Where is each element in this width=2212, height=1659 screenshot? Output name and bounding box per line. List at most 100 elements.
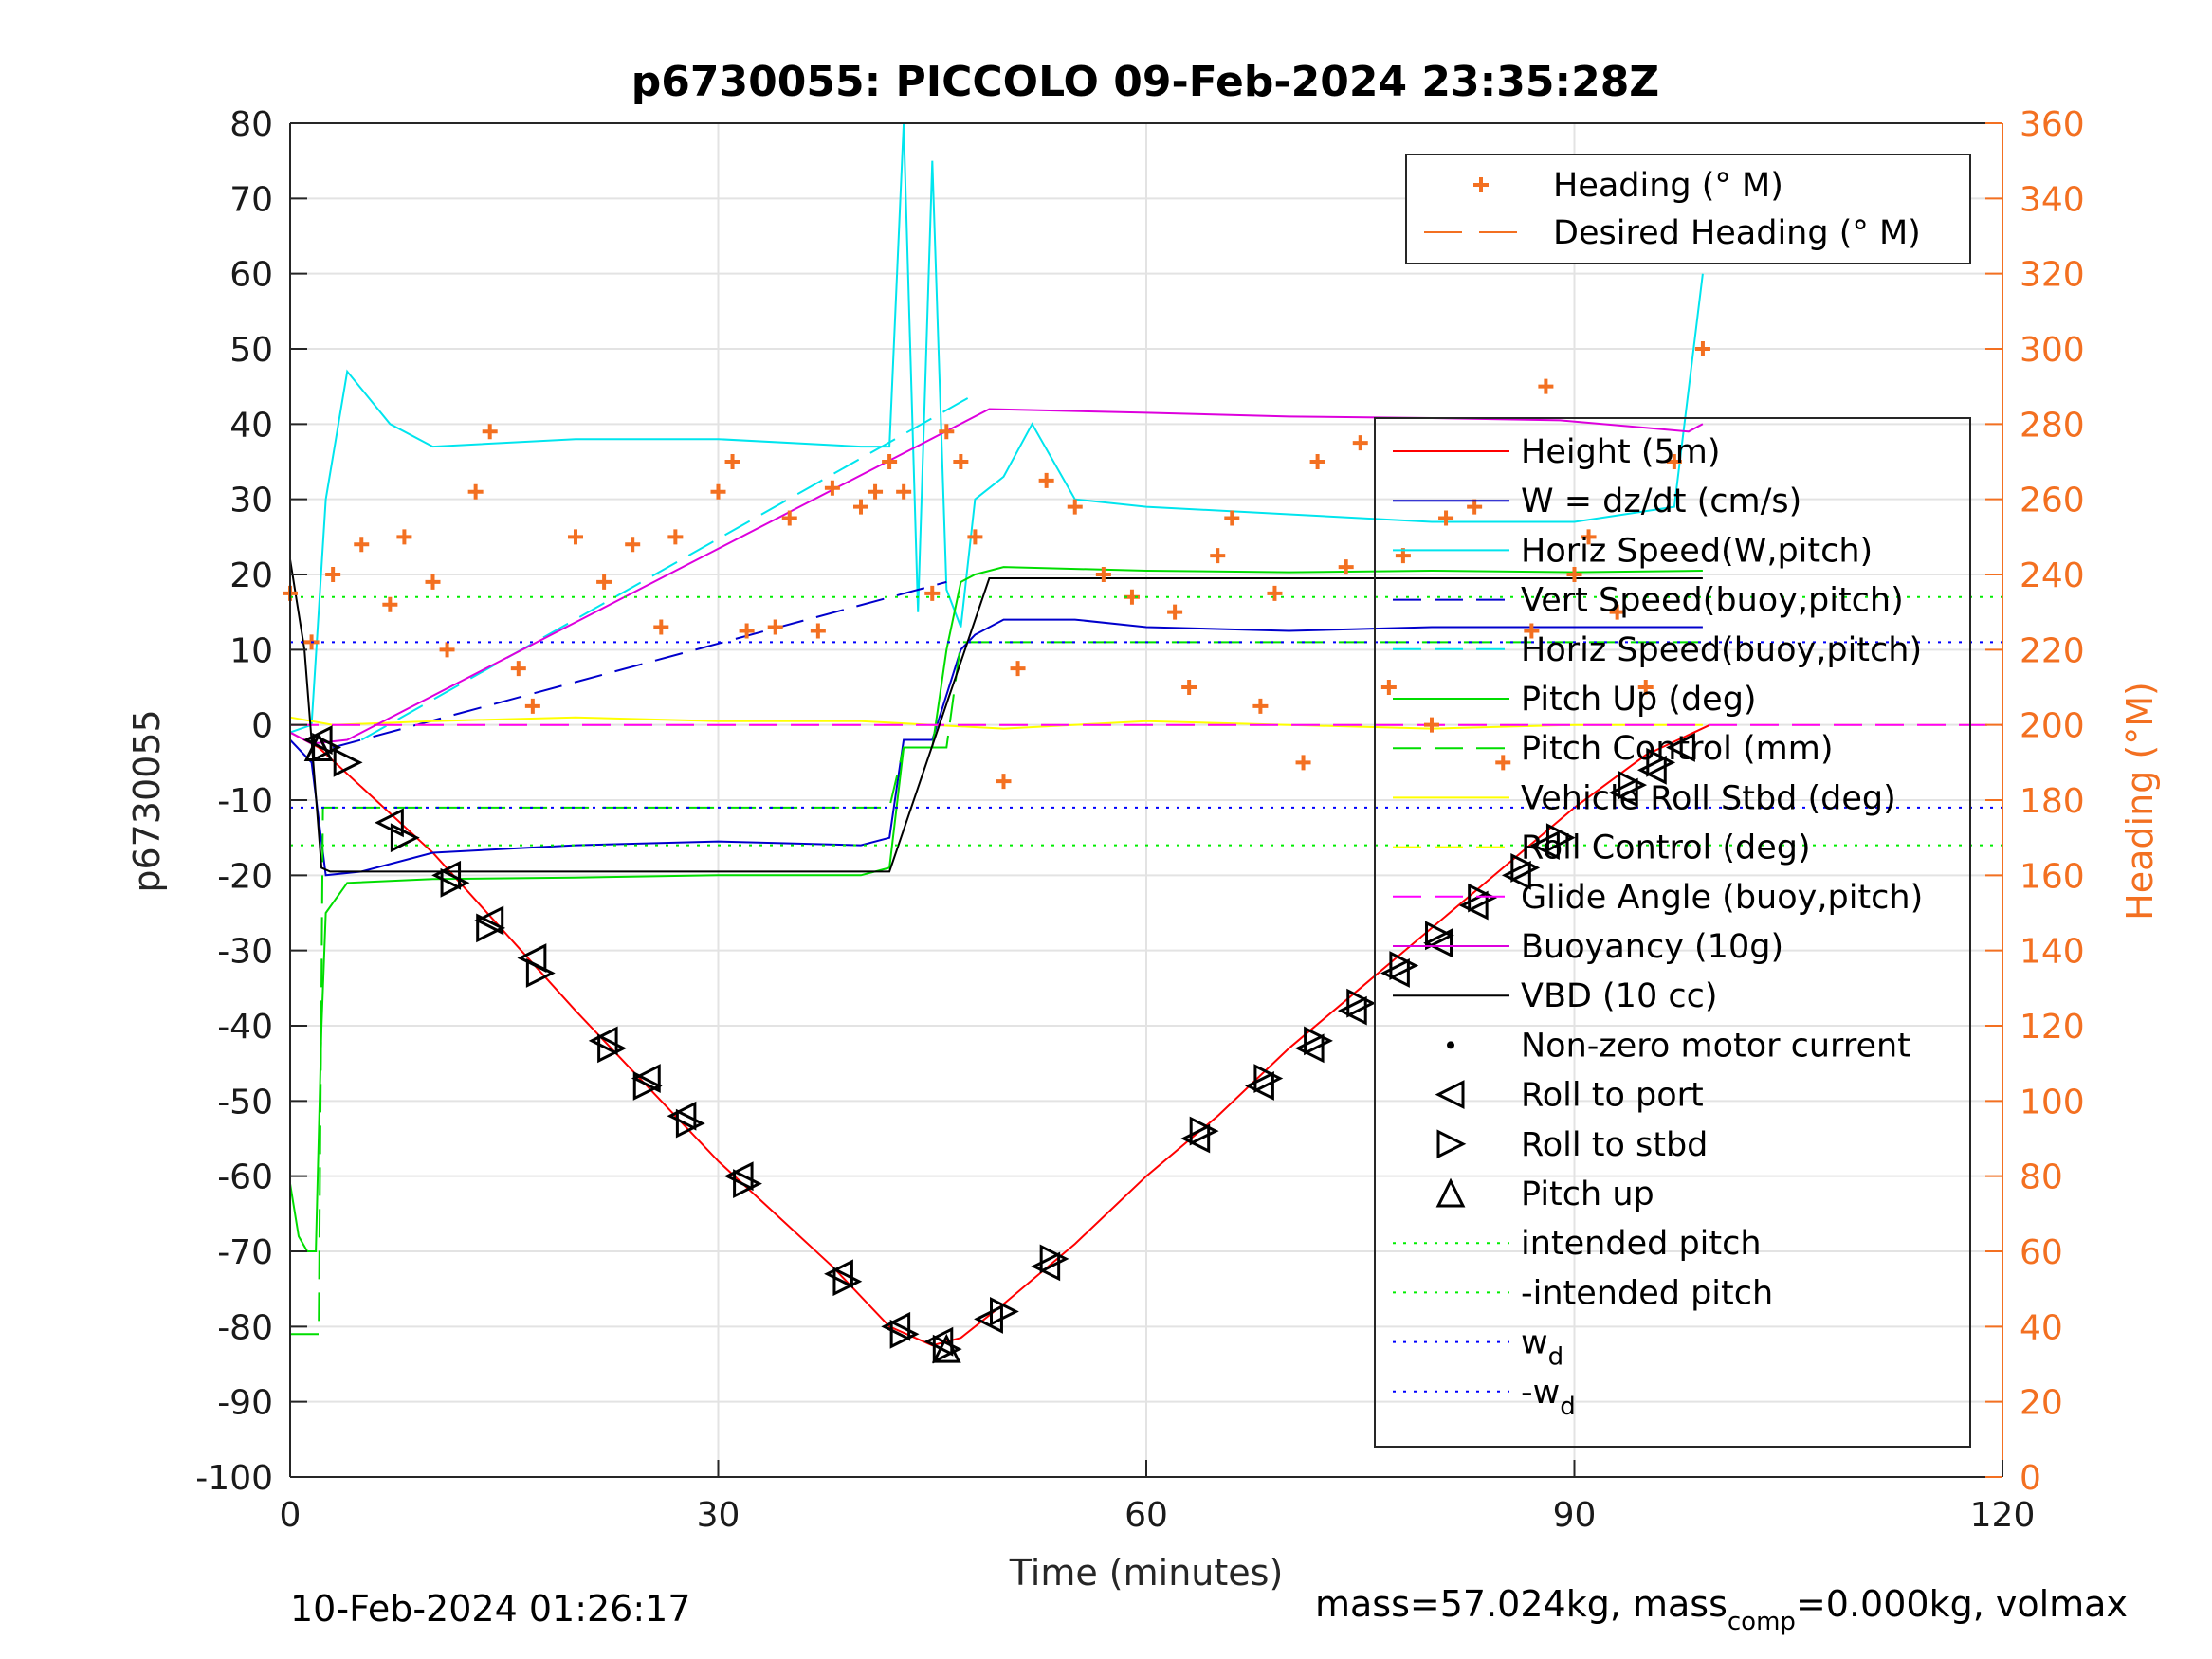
y2-tick-label: 200 xyxy=(2020,707,2085,746)
legend-entry-label: Roll to port xyxy=(1521,1077,1704,1115)
roll-port-marker xyxy=(1423,928,1453,958)
legend-main: Height (5m) W = dz/dt (cm/s) Horiz Speed(W… xyxy=(1374,417,1971,1448)
pitch-up-marker xyxy=(303,732,334,761)
legend-entry-label: Roll to stbd xyxy=(1521,1126,1708,1164)
heading-point xyxy=(853,499,868,515)
roll-port-marker xyxy=(631,1064,661,1093)
x-tick-label: 60 xyxy=(1124,1496,1168,1535)
legend-marker-swatch xyxy=(1436,1129,1467,1159)
heading-point xyxy=(882,454,898,469)
y2-tick-label: 240 xyxy=(2020,556,2085,595)
heading-point xyxy=(1067,499,1083,515)
legend-entry-label: Vehicle Roll Stbd (deg) xyxy=(1521,779,1896,817)
series-line-3 xyxy=(289,122,1704,734)
y2-tick-label: 220 xyxy=(2020,631,2085,670)
y-tick-label: -100 xyxy=(195,1459,273,1498)
legend-entry-label: VBD (10 cc) xyxy=(1521,977,1718,1015)
heading-point xyxy=(1095,567,1111,582)
roll-port-marker xyxy=(1031,1251,1061,1282)
heading-point xyxy=(1438,510,1454,526)
roll-port-marker xyxy=(1380,958,1410,988)
y-tick-label: -50 xyxy=(217,1083,273,1121)
roll-port-marker xyxy=(374,808,404,838)
heading-point xyxy=(996,774,1012,790)
roll-stbd-marker xyxy=(1646,747,1676,777)
y2-tick-label: 120 xyxy=(2020,1008,2085,1047)
roll-stbd-marker xyxy=(733,1169,762,1199)
footer-mass-subscript: comp xyxy=(1727,1608,1796,1636)
roll-port-marker xyxy=(824,1259,853,1289)
heading-point xyxy=(667,529,684,545)
y-tick-label: 30 xyxy=(229,482,273,520)
roll-port-marker xyxy=(667,1101,697,1131)
x-tick-label: 90 xyxy=(1553,1496,1597,1535)
heading-point xyxy=(924,585,941,601)
heading-point xyxy=(1038,472,1054,488)
roll-stbd-marker xyxy=(476,913,506,943)
heading-point xyxy=(1524,623,1540,639)
y2-tick-label: 160 xyxy=(2020,857,2085,896)
heading-point xyxy=(1637,680,1654,695)
series-line-5 xyxy=(360,392,976,741)
roll-stbd-marker xyxy=(1545,823,1576,853)
heading-point xyxy=(1495,755,1511,771)
y-tick-label: -40 xyxy=(217,1008,273,1047)
roll-port-marker xyxy=(1337,995,1367,1026)
y-tick-label: -30 xyxy=(217,933,273,972)
roll-stbd-marker xyxy=(390,823,420,853)
roll-stbd-marker xyxy=(675,1108,705,1139)
heading-point xyxy=(482,424,498,440)
y-tick-label: 10 xyxy=(229,631,273,670)
x-tick-label: 0 xyxy=(280,1496,302,1535)
heading-point xyxy=(625,537,641,553)
footer-timestamp: 10-Feb-2024 01:26:17 xyxy=(290,1588,691,1630)
heading-point xyxy=(325,567,341,582)
heading-point xyxy=(724,454,740,469)
heading-point xyxy=(1352,435,1368,451)
y2-tick-label: 340 xyxy=(2020,180,2085,219)
heading-point xyxy=(354,537,370,553)
legend-entry-subscript: d xyxy=(1560,1393,1576,1421)
legend-entry-label: intended pitch xyxy=(1521,1225,1762,1263)
x-tick-label: 120 xyxy=(1970,1496,2036,1535)
legend-heading: Heading (° M) Desired Heading (° M) xyxy=(1405,154,1971,264)
roll-stbd-marker xyxy=(1189,1116,1219,1146)
roll-port-marker xyxy=(1458,890,1489,921)
y2-tick-label: 140 xyxy=(2020,933,2085,972)
legend-marker-swatch xyxy=(1435,1080,1465,1110)
y-tick-label: -10 xyxy=(217,782,273,821)
y2-axis-label: Heading (°M) xyxy=(2119,682,2161,921)
roll-stbd-marker xyxy=(1389,951,1419,980)
roll-port-marker xyxy=(1636,755,1667,785)
roll-stbd-marker xyxy=(632,1071,663,1101)
legend-entry-label: Pitch up xyxy=(1521,1176,1654,1213)
y2-tick-label: 320 xyxy=(2020,256,2085,295)
heading-point xyxy=(396,529,412,545)
roll-stbd-marker xyxy=(1304,1026,1333,1056)
legend-heading-label: Heading (° M) xyxy=(1553,167,1783,205)
roll-port-marker xyxy=(723,1161,754,1192)
roll-port-marker xyxy=(588,1026,618,1056)
legend-entry-label: Non-zero motor current xyxy=(1521,1027,1910,1065)
roll-port-marker xyxy=(1666,733,1695,762)
y-tick-label: -90 xyxy=(217,1384,273,1423)
footer-mass-info: mass=57.024kg, masscomp=0.000kg, volmax xyxy=(1315,1583,2128,1636)
heading-point xyxy=(1467,499,1483,515)
roll-stbd-marker xyxy=(832,1267,863,1297)
heading-point xyxy=(382,596,398,612)
roll-port-marker xyxy=(1180,1123,1211,1154)
heading-point xyxy=(710,483,726,500)
heading-point xyxy=(896,483,912,500)
series-line-4 xyxy=(332,580,947,749)
heading-point xyxy=(1295,755,1311,771)
heading-point xyxy=(1566,567,1582,582)
heading-point xyxy=(1424,717,1439,733)
y2-tick-label: 180 xyxy=(2020,782,2085,821)
roll-port-marker xyxy=(1501,860,1531,890)
heading-point xyxy=(1309,454,1325,469)
roll-stbd-marker xyxy=(932,1334,962,1364)
heading-point xyxy=(1167,604,1183,620)
legend-entry-label: Horiz Speed(buoy,pitch) xyxy=(1521,631,1922,669)
heading-point xyxy=(524,698,540,714)
heading-point xyxy=(967,529,983,545)
